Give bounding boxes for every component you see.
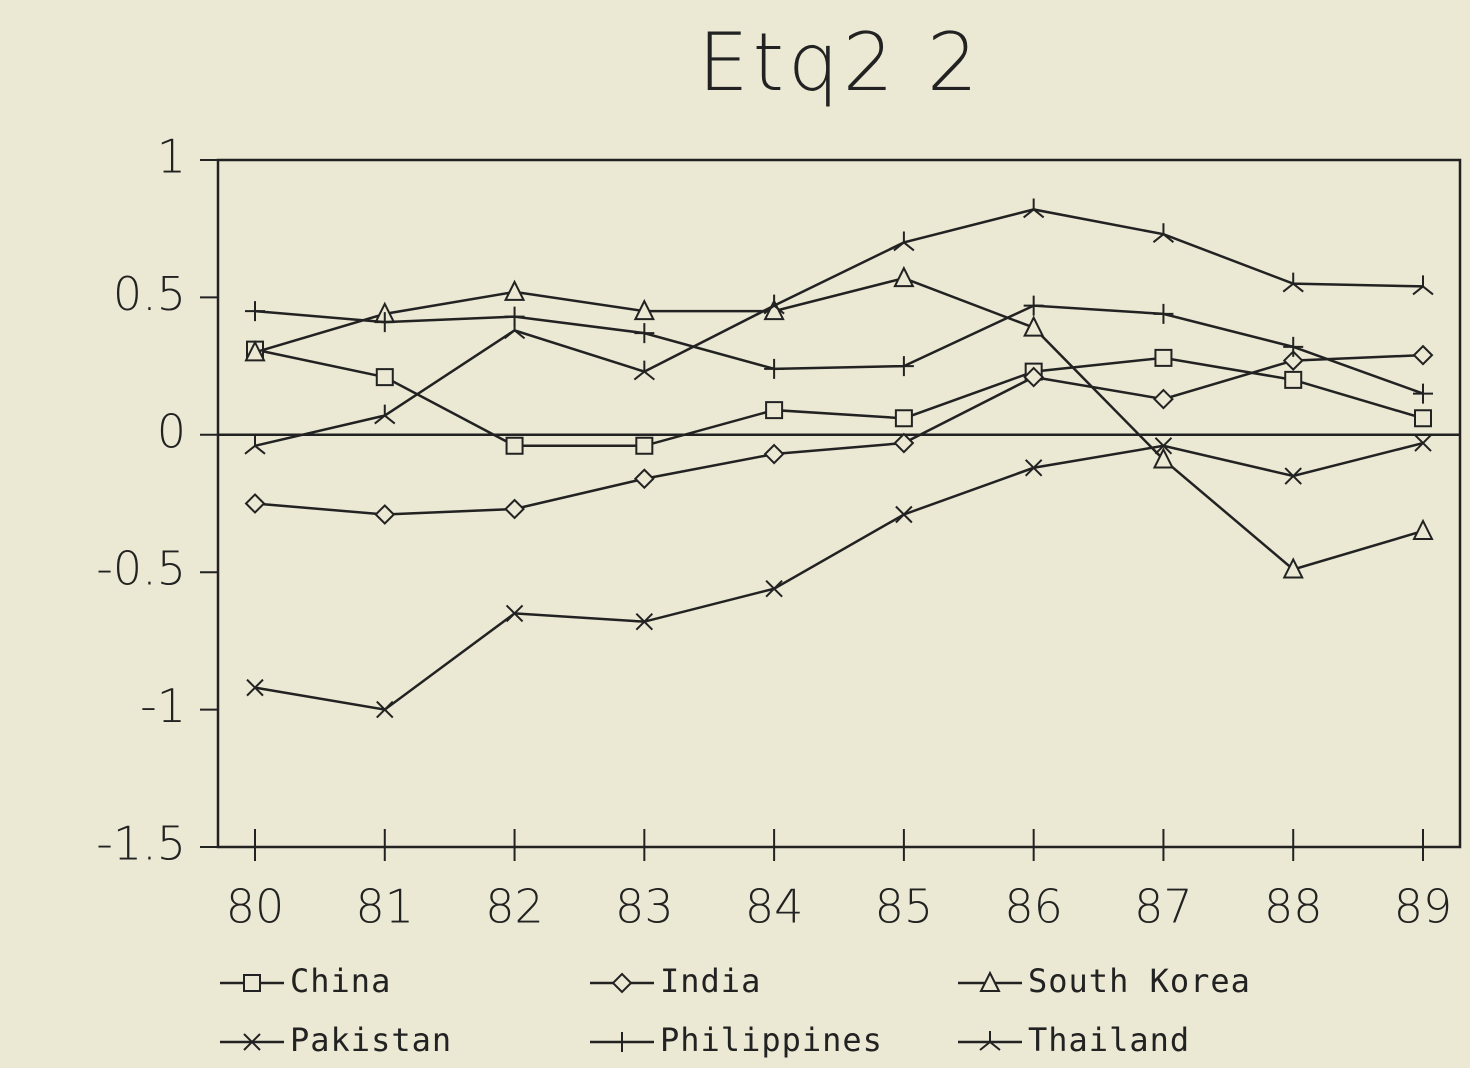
marker bbox=[893, 356, 914, 377]
marker bbox=[763, 443, 785, 465]
marker bbox=[503, 319, 526, 340]
marker bbox=[1152, 223, 1175, 243]
y-tick-label: -1.5 bbox=[96, 817, 186, 871]
y-tick-label: 1 bbox=[157, 130, 186, 184]
marker bbox=[1282, 350, 1304, 372]
marker bbox=[504, 498, 525, 520]
y-tick-label: -1 bbox=[140, 679, 186, 733]
marker bbox=[1154, 437, 1173, 455]
chart-title: Etq2 2 bbox=[698, 16, 982, 109]
marker bbox=[893, 231, 915, 252]
marker bbox=[635, 612, 654, 631]
marker bbox=[244, 340, 266, 362]
marker bbox=[763, 294, 785, 315]
marker bbox=[1414, 434, 1432, 452]
marker bbox=[1152, 447, 1175, 469]
marker bbox=[374, 312, 395, 333]
marker bbox=[765, 579, 783, 598]
marker bbox=[1154, 348, 1173, 367]
marker bbox=[1412, 275, 1434, 296]
x-tick-label: 88 bbox=[1264, 880, 1323, 934]
marker bbox=[244, 493, 266, 514]
marker bbox=[245, 301, 265, 322]
marker bbox=[1023, 366, 1045, 388]
legend-label: India bbox=[660, 962, 761, 1000]
series-line bbox=[254, 353, 1424, 516]
marker bbox=[1412, 344, 1434, 366]
marker bbox=[635, 436, 654, 455]
x-tick-label: 82 bbox=[485, 880, 544, 934]
marker bbox=[1283, 336, 1304, 357]
x-tick-label: 86 bbox=[1004, 880, 1063, 934]
marker bbox=[1153, 388, 1174, 410]
marker bbox=[894, 409, 913, 428]
marker bbox=[1023, 295, 1044, 316]
legend-marker bbox=[979, 970, 1001, 992]
x-tick-label: 85 bbox=[875, 880, 934, 934]
x-tick-label: 84 bbox=[745, 880, 804, 934]
marker bbox=[633, 360, 655, 381]
marker bbox=[1282, 272, 1304, 293]
marker bbox=[633, 298, 655, 321]
marker bbox=[633, 468, 655, 490]
y-tick-label: 0.5 bbox=[113, 267, 186, 321]
legend-label: Philippines bbox=[660, 1021, 883, 1059]
marker bbox=[244, 434, 266, 455]
marker bbox=[634, 323, 655, 344]
legend-label: Thailand bbox=[1028, 1021, 1190, 1059]
x-tick-label: 83 bbox=[615, 880, 674, 934]
x-tick-label: 81 bbox=[356, 880, 415, 934]
marker bbox=[1153, 303, 1174, 324]
series-line bbox=[254, 348, 1424, 448]
legend-label: South Korea bbox=[1028, 962, 1251, 1000]
marker bbox=[1413, 383, 1433, 404]
series-line bbox=[254, 276, 1424, 571]
x-tick-label: 80 bbox=[226, 880, 285, 934]
legend-marker bbox=[612, 1032, 632, 1052]
plot-frame bbox=[216, 158, 1462, 849]
y-tick-label: -0.5 bbox=[96, 542, 186, 596]
marker bbox=[374, 404, 396, 425]
marker bbox=[765, 401, 784, 420]
x-tick-label: 89 bbox=[1394, 880, 1453, 934]
marker bbox=[1024, 459, 1043, 477]
legend-label: China bbox=[290, 962, 391, 1000]
legend-marker bbox=[243, 1033, 261, 1051]
legend-marker bbox=[611, 972, 633, 994]
marker bbox=[505, 436, 524, 455]
marker bbox=[1282, 557, 1304, 579]
marker bbox=[893, 432, 915, 454]
legend-marker bbox=[243, 974, 261, 992]
marker bbox=[1284, 370, 1303, 389]
marker bbox=[374, 504, 396, 525]
marker bbox=[376, 700, 394, 719]
marker bbox=[503, 279, 526, 301]
x-tick-label: 87 bbox=[1134, 880, 1193, 934]
marker bbox=[893, 265, 915, 288]
marker bbox=[505, 604, 524, 623]
marker bbox=[1023, 198, 1045, 219]
marker bbox=[1023, 315, 1045, 337]
marker bbox=[1284, 467, 1302, 485]
legend-marker bbox=[979, 1031, 1001, 1051]
marker bbox=[1412, 518, 1434, 540]
series-line bbox=[254, 304, 1424, 395]
marker bbox=[764, 358, 785, 379]
marker bbox=[246, 678, 264, 697]
legend-label: Pakistan bbox=[290, 1021, 452, 1059]
marker bbox=[895, 505, 913, 524]
series-line bbox=[254, 441, 1424, 711]
y-tick-label: 0 bbox=[157, 404, 186, 458]
marker bbox=[375, 368, 394, 387]
series-line bbox=[254, 208, 1424, 448]
marker bbox=[1414, 409, 1432, 428]
